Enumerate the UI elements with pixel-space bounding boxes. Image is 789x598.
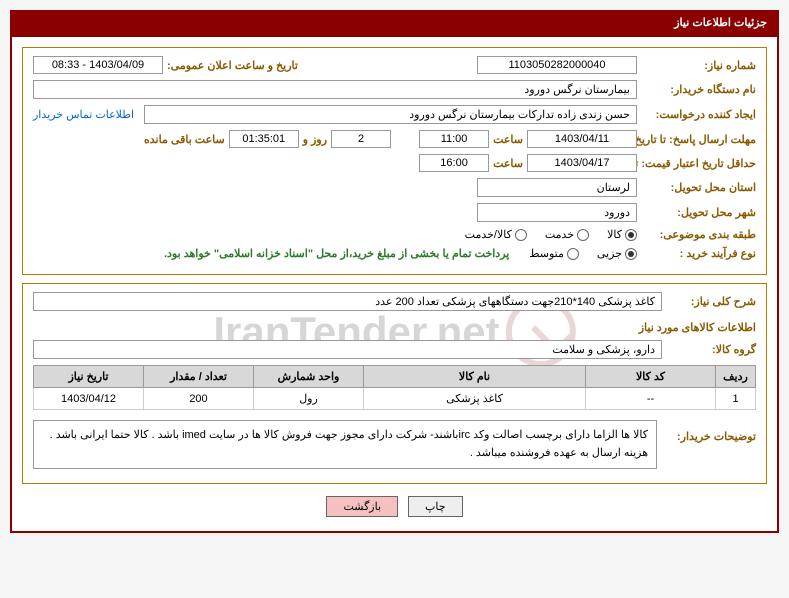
- time-label-1: ساعت: [493, 133, 523, 146]
- table-header-row: ردیفکد کالانام کالاواحد شمارشتعداد / مقد…: [34, 366, 756, 388]
- radio-icon: [625, 229, 637, 241]
- requester-label: ایجاد کننده درخواست:: [641, 108, 756, 121]
- radio-icon: [515, 229, 527, 241]
- overall-value: کاغذ پزشکی 140*210جهت دستگاههای پزشکی تع…: [33, 292, 662, 311]
- validity-date: 1403/04/17: [527, 154, 637, 172]
- deadline-label: مهلت ارسال پاسخ: تا تاریخ:: [641, 133, 756, 146]
- announce-label: تاریخ و ساعت اعلان عمومی:: [167, 59, 298, 72]
- table-header: ردیف: [716, 366, 756, 388]
- table-header: تعداد / مقدار: [144, 366, 254, 388]
- need-no-value: 1103050282000040: [477, 56, 637, 74]
- row-need-no: شماره نیاز: 1103050282000040 تاریخ و ساع…: [33, 56, 756, 74]
- time-remaining: 01:35:01: [229, 130, 299, 148]
- buyer-notes-label: توضیحات خریدار:: [661, 420, 756, 443]
- back-button[interactable]: بازگشت: [326, 496, 398, 517]
- table-header: واحد شمارش: [254, 366, 364, 388]
- need-no-label: شماره نیاز:: [641, 59, 756, 72]
- group-label: گروه کالا:: [666, 343, 756, 356]
- validity-label: حداقل تاریخ اعتبار قیمت: تا تاریخ:: [641, 157, 756, 170]
- page-title: جزئیات اطلاعات نیاز: [674, 17, 767, 29]
- radio-icon: [625, 248, 637, 260]
- radio-goods-label: کالا: [607, 228, 622, 241]
- radio-small-label: جزیی: [597, 247, 622, 260]
- outer-frame: IranTender.net شماره نیاز: 1103050282000…: [10, 35, 779, 533]
- table-cell: 1403/04/12: [34, 388, 144, 410]
- items-section-title: اطلاعات کالاهای مورد نیاز: [33, 321, 756, 334]
- row-deadline: مهلت ارسال پاسخ: تا تاریخ: 1403/04/11 سا…: [33, 130, 756, 148]
- buyer-org-value: بیمارستان نرگس دورود: [33, 80, 637, 99]
- category-radio-group: کالا خدمت کالا/خدمت: [465, 228, 637, 241]
- deadline-time: 11:00: [419, 130, 489, 148]
- radio-goods-service[interactable]: کالا/خدمت: [465, 228, 527, 241]
- contact-buyer-link[interactable]: اطلاعات تماس خریدار: [33, 108, 134, 121]
- desc-frame: شرح کلی نیاز: کاغذ پزشکی 140*210جهت دستگ…: [22, 283, 767, 484]
- province-label: استان محل تحویل:: [641, 181, 756, 194]
- validity-time: 16:00: [419, 154, 489, 172]
- table-cell: رول: [254, 388, 364, 410]
- row-group: گروه کالا: دارو، پزشکی و سلامت: [33, 340, 756, 359]
- row-buyer-notes: توضیحات خریدار: کالا ها الزاما دارای برچ…: [33, 420, 756, 469]
- radio-icon: [567, 248, 579, 260]
- city-label: شهر محل تحویل:: [641, 206, 756, 219]
- radio-small[interactable]: جزیی: [597, 247, 637, 260]
- process-label: نوع فرآیند خرید :: [641, 247, 756, 260]
- requester-value: حسن زندی زاده تدارکات بیمارستان نرگس دور…: [144, 105, 637, 124]
- category-label: طبقه بندی موضوعی:: [641, 228, 756, 241]
- days-remaining: 2: [331, 130, 391, 148]
- row-buyer-org: نام دستگاه خریدار: بیمارستان نرگس دورود: [33, 80, 756, 99]
- table-body: 1--کاغذ پزشکیرول2001403/04/12: [34, 388, 756, 410]
- process-radio-group: جزیی متوسط: [529, 247, 637, 260]
- row-province: استان محل تحویل: لرستان: [33, 178, 756, 197]
- radio-service[interactable]: خدمت: [545, 228, 589, 241]
- radio-medium[interactable]: متوسط: [529, 247, 579, 260]
- radio-icon: [577, 229, 589, 241]
- page-header: جزئیات اطلاعات نیاز: [10, 10, 779, 35]
- time-label-2: ساعت: [493, 157, 523, 170]
- deadline-date: 1403/04/11: [527, 130, 637, 148]
- table-row: 1--کاغذ پزشکیرول2001403/04/12: [34, 388, 756, 410]
- buyer-notes-box: کالا ها الزاما دارای برچسب اصالت وکد irc…: [33, 420, 657, 469]
- table-cell: --: [586, 388, 716, 410]
- row-city: شهر محل تحویل: دورود: [33, 203, 756, 222]
- row-process: نوع فرآیند خرید : جزیی متوسط پرداخت تمام…: [33, 247, 756, 260]
- buyer-org-label: نام دستگاه خریدار:: [641, 83, 756, 96]
- province-value: لرستان: [477, 178, 637, 197]
- radio-goods[interactable]: کالا: [607, 228, 637, 241]
- footer-buttons: چاپ بازگشت: [22, 496, 767, 517]
- city-value: دورود: [477, 203, 637, 222]
- time-remaining-label: ساعت باقی مانده: [144, 133, 225, 146]
- radio-service-label: خدمت: [545, 228, 574, 241]
- announce-value: 1403/04/09 - 08:33: [33, 56, 163, 74]
- table-header: نام کالا: [364, 366, 586, 388]
- row-validity: حداقل تاریخ اعتبار قیمت: تا تاریخ: 1403/…: [33, 154, 756, 172]
- items-table: ردیفکد کالانام کالاواحد شمارشتعداد / مقد…: [33, 365, 756, 410]
- days-and-label: روز و: [303, 133, 327, 146]
- inner-frame: شماره نیاز: 1103050282000040 تاریخ و ساع…: [22, 47, 767, 275]
- row-category: طبقه بندی موضوعی: کالا خدمت کالا/خدمت: [33, 228, 756, 241]
- table-cell: کاغذ پزشکی: [364, 388, 586, 410]
- radio-medium-label: متوسط: [529, 247, 564, 260]
- group-value: دارو، پزشکی و سلامت: [33, 340, 662, 359]
- print-button[interactable]: چاپ: [408, 496, 463, 517]
- payment-note: پرداخت تمام یا بخشی از مبلغ خرید،از محل …: [164, 247, 509, 260]
- table-cell: 1: [716, 388, 756, 410]
- table-header: کد کالا: [586, 366, 716, 388]
- row-requester: ایجاد کننده درخواست: حسن زندی زاده تدارک…: [33, 105, 756, 124]
- radio-goods-service-label: کالا/خدمت: [465, 228, 512, 241]
- table-header: تاریخ نیاز: [34, 366, 144, 388]
- row-overall: شرح کلی نیاز: کاغذ پزشکی 140*210جهت دستگ…: [33, 292, 756, 311]
- overall-label: شرح کلی نیاز:: [666, 295, 756, 308]
- table-cell: 200: [144, 388, 254, 410]
